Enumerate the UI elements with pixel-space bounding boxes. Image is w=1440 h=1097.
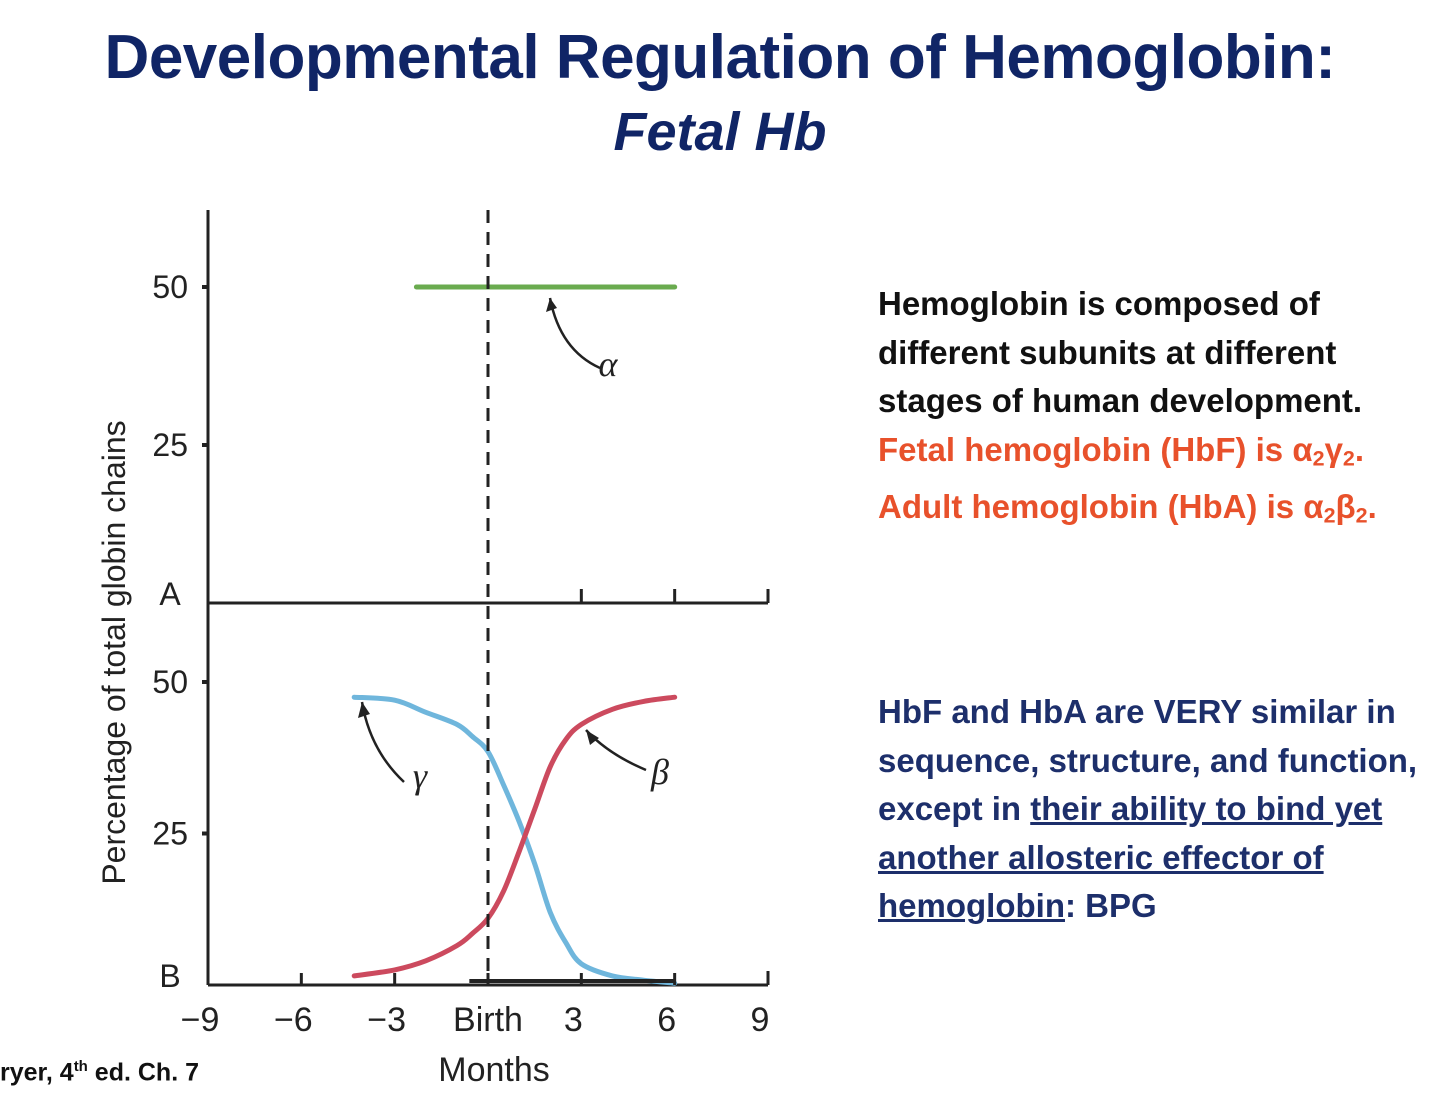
alpha-pointer-arrowhead xyxy=(546,298,557,312)
alpha-pointer-arrow xyxy=(548,297,601,370)
x-axis-title: Months xyxy=(438,1051,550,1089)
hba-beta-symbol: β xyxy=(1335,487,1356,525)
x-tick-label-neg9: −9 xyxy=(181,1001,220,1039)
hbf-gamma-subscript: 2 xyxy=(1342,446,1355,471)
panel-bottom-y-tick-label-25: 25 xyxy=(152,816,188,852)
x-tick-label-6: 6 xyxy=(657,1001,676,1039)
x-tick-label-birth: Birth xyxy=(453,1001,523,1039)
hba-alpha-subscript: 2 xyxy=(1323,503,1336,528)
x-tick-label-neg3: −3 xyxy=(367,1001,406,1039)
hba-formula: α2β2. xyxy=(1303,487,1377,528)
beta-series-label: β xyxy=(650,752,669,792)
hbf-formula-period: . xyxy=(1354,430,1365,468)
panel-bottom-y-tick-label-50: 50 xyxy=(152,664,188,700)
x-tick-label-neg6: −6 xyxy=(274,1001,313,1039)
alpha-series-label: α xyxy=(599,344,619,384)
gamma-chain-line xyxy=(351,694,678,986)
citation-prefix: ryer, 4 xyxy=(0,1058,74,1087)
hba-description: Adult hemoglobin (HbA) is xyxy=(878,487,1295,525)
hbf-alpha-subscript: 2 xyxy=(1312,446,1325,471)
hbf-formula: α2γ2. xyxy=(1292,430,1365,471)
composition-text: Hemoglobin is composed of different subu… xyxy=(878,285,1363,419)
beta-pointer-arrowhead xyxy=(586,730,599,745)
bpg-binding-text: their ability to bind yet another allost… xyxy=(878,790,1383,924)
citation-suffix: ed. Ch. 7 xyxy=(87,1058,199,1087)
panel-top-label: A xyxy=(159,576,181,612)
citation: ryer, 4th ed. Ch. 7 xyxy=(0,1058,199,1087)
hbf-gamma-symbol: γ xyxy=(1324,430,1343,468)
y-axis-title: Percentage of total globin chains xyxy=(96,420,132,884)
hba-alpha-symbol: α xyxy=(1303,487,1324,525)
hbf-description: Fetal hemoglobin (HbF) is xyxy=(878,430,1284,468)
panel-top-y-tick-label-50: 50 xyxy=(152,269,188,305)
similarity-paragraph: HbF and HbA are VERY similar in sequence… xyxy=(878,688,1418,931)
gamma-pointer-arrowhead xyxy=(358,702,370,718)
slide-title: Developmental Regulation of Hemoglobin: xyxy=(104,23,1336,92)
beta-chain-line xyxy=(351,694,678,979)
similarity-text: HbF and HbA are VERY similar in sequence… xyxy=(878,693,1418,827)
hba-beta-subscript: 2 xyxy=(1355,503,1368,528)
hbf-alpha-symbol: α xyxy=(1292,430,1313,468)
citation-superscript: th xyxy=(73,1058,88,1075)
x-tick-label-9: 9 xyxy=(751,1001,770,1039)
panel-top-y-tick-label-25: 25 xyxy=(152,427,188,463)
slide-subtitle: Fetal Hb xyxy=(613,102,827,162)
panel-bottom-label: B xyxy=(159,958,180,994)
hba-formula-period: . xyxy=(1367,487,1377,525)
bpg-label: : BPG xyxy=(1064,887,1157,924)
composition-paragraph: Hemoglobin is composed of different subu… xyxy=(878,280,1418,540)
x-tick-label-3: 3 xyxy=(564,1001,583,1039)
gamma-series-label: γ xyxy=(413,756,428,796)
globin-chart: Percentage of total globin chains A 50 25 B 5… xyxy=(96,210,770,1089)
